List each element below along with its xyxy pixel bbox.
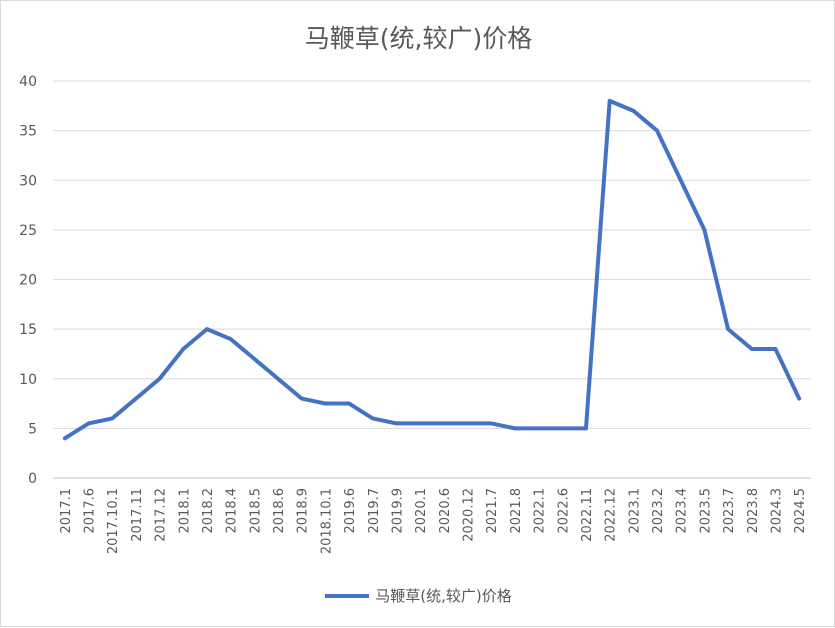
x-tick-label: 2017.12 [154, 488, 169, 542]
x-tick-label: 2024.5 [793, 488, 808, 534]
y-tick-label: 35 [19, 124, 37, 140]
y-tick-label: 10 [19, 372, 37, 388]
x-tick-label: 2022.11 [580, 488, 595, 542]
y-tick-label: 0 [28, 471, 37, 487]
x-tick-label: 2020.12 [462, 488, 477, 542]
x-tick-label: 2023.1 [627, 488, 642, 534]
x-tick-label: 2018.1 [177, 488, 192, 534]
x-tick-label: 2023.5 [698, 488, 713, 534]
x-tick-label: 2024.3 [769, 488, 784, 534]
x-tick-label: 2018.2 [201, 488, 216, 534]
x-tick-label: 2018.6 [272, 488, 287, 534]
x-tick-label: 2017.11 [130, 488, 145, 542]
x-tick-label: 2022.6 [556, 488, 571, 534]
x-tick-label: 2019.9 [390, 488, 405, 534]
legend-swatch [325, 594, 369, 598]
x-tick-label: 2017.6 [83, 488, 98, 534]
x-tick-label: 2023.7 [722, 488, 737, 534]
legend-label: 马鞭草(统,较广)价格 [375, 585, 511, 606]
y-tick-label: 5 [28, 421, 37, 437]
x-tick-label: 2017.10.1 [106, 488, 121, 554]
x-tick-label: 2023.2 [651, 488, 666, 534]
y-tick-label: 25 [19, 223, 37, 239]
x-tick-label: 2018.5 [248, 488, 263, 534]
x-tick-label: 2018.9 [296, 488, 311, 534]
y-tick-label: 40 [19, 74, 37, 90]
x-tick-label: 2017.1 [59, 488, 74, 534]
x-tick-label: 2021.8 [509, 488, 524, 534]
x-tick-label: 2023.4 [675, 488, 690, 534]
y-tick-label: 20 [19, 273, 37, 289]
x-tick-label: 2018.4 [225, 488, 240, 534]
x-tick-label: 2019.7 [367, 488, 382, 534]
x-tick-label: 2020.6 [438, 488, 453, 534]
x-tick-label: 2023.8 [746, 488, 761, 534]
x-tick-label: 2019.6 [343, 488, 358, 534]
y-tick-label: 30 [19, 173, 37, 189]
series-line [65, 101, 799, 438]
x-tick-label: 2021.7 [485, 488, 500, 534]
x-tick-label: 2022.1 [533, 488, 548, 534]
y-tick-label: 15 [19, 322, 37, 338]
x-tick-label: 2018.10.1 [319, 488, 334, 554]
x-tick-label: 2022.12 [604, 488, 619, 542]
legend: 马鞭草(统,较广)价格 [1, 585, 835, 606]
x-tick-label: 2020.1 [414, 488, 429, 534]
